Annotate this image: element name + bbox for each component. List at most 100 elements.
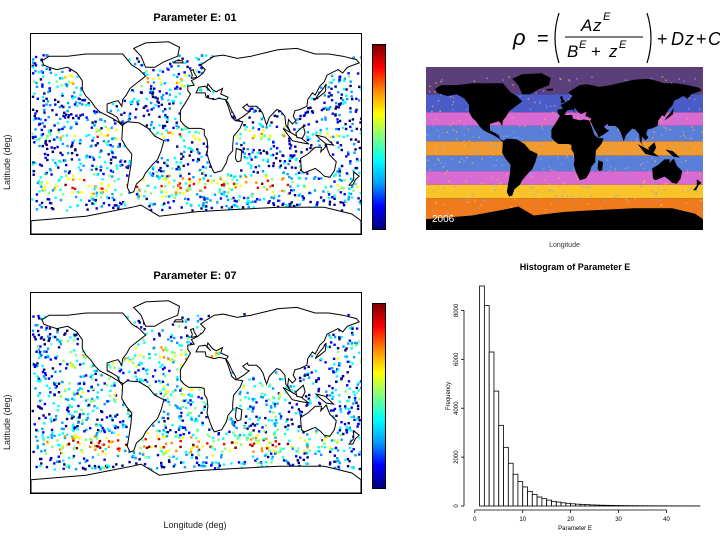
data-point — [139, 447, 141, 449]
data-point — [147, 185, 149, 187]
data-point — [166, 435, 168, 437]
data-point — [48, 130, 50, 132]
speckle — [466, 198, 468, 200]
speckle — [599, 207, 601, 209]
data-point — [146, 373, 148, 375]
speckle — [654, 131, 656, 133]
data-point — [342, 345, 344, 347]
data-point — [358, 437, 360, 439]
histogram-bar — [566, 503, 571, 506]
data-point — [41, 202, 43, 204]
data-point — [180, 393, 182, 395]
data-point — [262, 170, 264, 172]
data-point — [273, 197, 275, 199]
data-point — [172, 391, 174, 393]
data-point — [48, 395, 50, 397]
data-point — [255, 437, 257, 439]
data-point — [183, 139, 185, 141]
data-point — [165, 443, 167, 445]
data-point — [210, 181, 212, 183]
data-point — [49, 68, 51, 70]
data-point — [48, 340, 50, 342]
data-point — [96, 445, 98, 447]
speckle — [442, 187, 444, 189]
speckle — [474, 180, 476, 182]
data-point — [101, 389, 103, 391]
data-point — [95, 168, 97, 170]
data-point — [295, 412, 297, 414]
data-point — [143, 179, 145, 181]
data-point — [353, 356, 355, 358]
data-point — [307, 131, 309, 133]
data-point — [255, 401, 257, 403]
data-point — [299, 456, 301, 458]
formula-B: B — [567, 42, 578, 61]
data-point — [162, 453, 164, 455]
data-point — [199, 169, 201, 171]
speckle — [558, 177, 560, 179]
data-point — [231, 189, 233, 191]
data-point — [63, 112, 65, 114]
data-point — [66, 209, 68, 211]
data-point — [197, 450, 199, 452]
data-point — [332, 153, 334, 155]
data-point — [279, 413, 281, 415]
data-point — [36, 440, 38, 442]
data-point — [160, 346, 162, 348]
formula-z1: z — [592, 16, 602, 35]
data-point — [133, 455, 135, 457]
data-point — [195, 437, 197, 439]
data-point — [273, 204, 275, 206]
data-point — [287, 428, 289, 430]
data-point — [35, 56, 37, 58]
data-point — [176, 385, 178, 387]
data-point — [158, 77, 160, 79]
data-point — [264, 417, 266, 419]
data-point — [285, 420, 287, 422]
data-point — [230, 174, 232, 176]
speckle — [546, 105, 548, 107]
data-point — [287, 184, 289, 186]
data-point — [59, 448, 61, 450]
speckle — [684, 147, 686, 149]
data-point — [82, 413, 84, 415]
data-point — [339, 427, 341, 429]
data-point — [295, 455, 297, 457]
data-point — [230, 462, 232, 464]
data-point — [158, 333, 160, 335]
data-point — [167, 99, 169, 101]
data-point — [111, 419, 113, 421]
data-point — [337, 351, 339, 353]
continent-outline — [174, 320, 183, 322]
data-point — [199, 190, 201, 192]
x-tick-label: 30 — [615, 517, 622, 523]
data-point — [192, 159, 194, 161]
data-point — [338, 135, 340, 137]
data-point — [163, 411, 165, 413]
data-point — [234, 200, 236, 202]
data-point — [312, 382, 314, 384]
data-point — [162, 436, 164, 438]
speckle — [577, 178, 579, 180]
data-point — [139, 378, 141, 380]
data-point — [100, 196, 102, 198]
data-point — [202, 196, 204, 198]
data-point — [169, 107, 171, 109]
data-point — [353, 448, 355, 450]
speckle — [640, 186, 642, 188]
data-point — [124, 160, 126, 162]
data-point — [76, 428, 78, 430]
speckle — [635, 202, 637, 204]
data-point — [265, 425, 267, 427]
data-point — [286, 173, 288, 175]
data-point — [271, 458, 273, 460]
data-point — [352, 402, 354, 404]
data-point — [339, 401, 341, 403]
speckle — [501, 164, 503, 166]
data-point — [35, 64, 37, 66]
data-point — [274, 115, 276, 117]
data-point — [179, 434, 181, 436]
data-point — [265, 461, 267, 463]
speckle — [643, 180, 645, 182]
data-point — [326, 394, 328, 396]
